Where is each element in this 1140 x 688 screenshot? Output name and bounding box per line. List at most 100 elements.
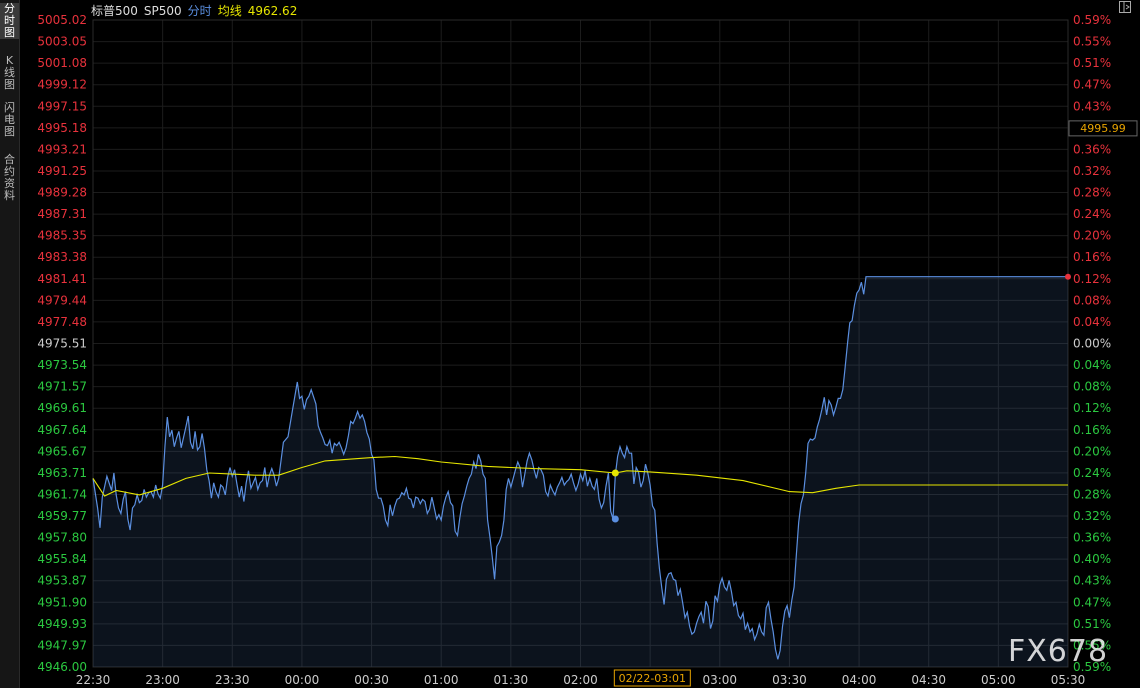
y-tick-label-left: 4971.57 [37,380,87,394]
y-tick-label-left: 4983.38 [37,250,87,264]
x-tick-label: 04:30 [911,673,946,687]
y-tick-label-left: 4965.67 [37,444,87,458]
watermark-logo: FX678 [1008,634,1109,669]
expand-icon[interactable] [1118,1,1132,15]
x-tick-label: 05:00 [981,673,1016,687]
side-tab-char: 图 [4,125,15,138]
side-tab-char: 图 [4,78,15,91]
x-tick-label: 03:30 [772,673,807,687]
avg-label: 均线 [217,4,242,18]
crosshair-avg-dot [611,469,619,477]
y-tick-label-left: 4955.84 [37,552,87,566]
y-tick-label-left: 4969.61 [37,401,87,415]
y-tick-label-right: 0.40% [1073,552,1111,566]
y-tick-label-left: 4951.90 [37,595,87,609]
side-tab-char: 时 [4,14,15,27]
crosshair-time-label: 02/22-03:01 [619,672,686,685]
side-tab-char: 约 [4,165,15,178]
x-tick-label: 22:30 [76,673,111,687]
x-tick-label: 23:30 [215,673,250,687]
x-tick-label: 04:00 [842,673,877,687]
side-tab-char: 合 [4,153,15,166]
crosshair-time-box [613,669,691,687]
y-tick-label-left: 5003.05 [37,35,87,49]
plot-frame [92,19,1069,668]
y-tick-label-right: 0.28% [1073,487,1111,501]
side-tab-char: K [5,54,14,67]
y-tick-label-right: 0.59% [1073,660,1111,674]
right-marker-value: 4995.99 [1080,122,1126,135]
y-tick-label-left: 4987.31 [37,207,87,221]
side-tab-0[interactable]: 分时图 [0,3,19,39]
y-tick-label-right: 0.12% [1073,272,1111,286]
x-tick-label: 23:00 [145,673,180,687]
y-tick-label-right: 0.51% [1073,617,1111,631]
y-tick-label-left: 4993.21 [37,142,87,156]
y-tick-label-left: 4991.25 [37,164,87,178]
y-tick-label-right: 0.00% [1073,337,1111,351]
y-tick-label-right: 0.32% [1073,509,1111,523]
y-tick-label-left: 4997.15 [37,99,87,113]
crosshair-price-dot [611,515,619,523]
y-tick-label-right: 0.47% [1073,595,1111,609]
y-tick-label-left: 4973.54 [37,358,87,372]
x-tick-label: 01:30 [494,673,529,687]
y-tick-label-left: 5001.08 [37,56,87,70]
y-tick-label-right: 0.55% [1073,35,1111,49]
side-tab-char: 线 [4,66,15,79]
y-tick-label-right: 0.47% [1073,78,1111,92]
y-tick-label-left: 4949.93 [37,617,87,631]
x-tick-label: 02:00 [563,673,598,687]
y-tick-label-left: 4947.97 [37,638,87,652]
x-tick-label: 00:00 [285,673,320,687]
y-tick-label-right: 0.08% [1073,293,1111,307]
y-tick-label-right: 0.04% [1073,358,1111,372]
y-tick-label-left: 4953.87 [37,574,87,588]
y-tick-label-right: 0.16% [1073,250,1111,264]
y-tick-label-right: 0.08% [1073,380,1111,394]
y-tick-label-right: 0.20% [1073,444,1111,458]
chart-header: 标普500 SP500 分时 均线 4962.62 [91,3,303,19]
side-tab-char: 闪 [4,101,15,114]
y-tick-label-right: 0.59% [1073,13,1111,27]
symbol-name: 标普500 [91,4,138,18]
y-tick-label-left: 5005.02 [37,13,87,27]
y-tick-label-left: 4989.28 [37,186,87,200]
y-tick-label-left: 4979.44 [37,293,87,307]
y-tick-label-right: 0.36% [1073,142,1111,156]
x-tick-label: 01:00 [424,673,459,687]
side-tab-char: 电 [4,113,15,126]
y-tick-label-right: 0.51% [1073,56,1111,70]
y-tick-label-left: 4963.71 [37,466,87,480]
y-tick-label-left: 4995.18 [37,121,87,135]
side-tab-2[interactable]: 闪电图 [0,102,19,138]
y-tick-label-right: 0.55% [1073,638,1111,652]
y-tick-label-right: 0.12% [1073,401,1111,415]
y-tick-label-left: 4957.80 [37,531,87,545]
y-tick-label-left: 4981.41 [37,272,87,286]
y-tick-label-left: 4959.77 [37,509,87,523]
right-marker-box [1068,120,1138,137]
y-tick-label-left: 4999.12 [37,78,87,92]
side-tab-3[interactable]: 合约资料 [0,154,19,202]
y-tick-label-right: 0.28% [1073,186,1111,200]
symbol-code: SP500 [143,4,182,18]
side-tab-char: 料 [4,189,15,202]
y-tick-label-right: 0.04% [1073,315,1111,329]
y-tick-label-right: 0.24% [1073,466,1111,480]
current-value-dot [1065,273,1071,280]
side-tab-char: 图 [4,26,15,39]
y-tick-label-left: 4946.00 [37,660,87,674]
y-tick-label-right: 0.36% [1073,531,1111,545]
y-tick-label-right: 0.20% [1073,229,1111,243]
y-tick-label-right: 0.16% [1073,423,1111,437]
y-tick-label-left: 4985.35 [37,229,87,243]
y-tick-label-left: 4977.48 [37,315,87,329]
x-tick-label: 05:30 [1051,673,1086,687]
y-tick-label-right: 0.24% [1073,207,1111,221]
y-tick-label-left: 4975.51 [37,337,87,351]
y-tick-label-right: 0.43% [1073,574,1111,588]
